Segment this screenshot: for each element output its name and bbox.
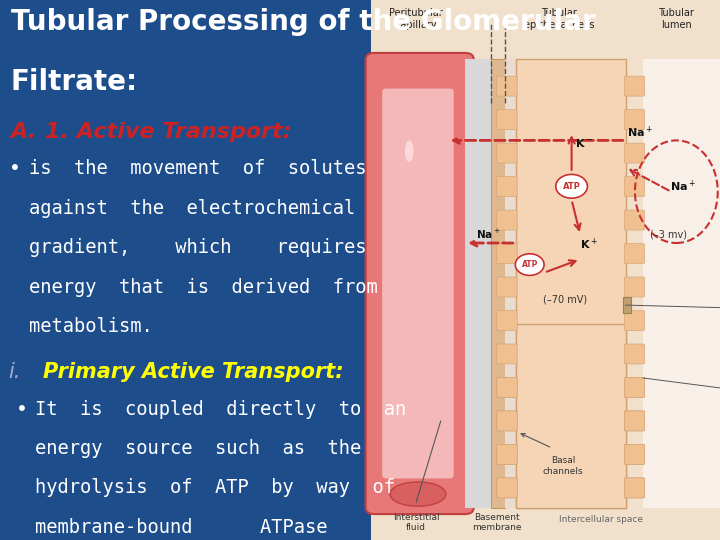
Text: Peritubular
capillary: Peritubular capillary (390, 8, 443, 30)
Text: gradient,    which    requires: gradient, which requires (29, 238, 366, 257)
Text: Interstitial
fluid: Interstitial fluid (393, 513, 439, 532)
Text: •: • (16, 400, 27, 419)
FancyBboxPatch shape (497, 244, 517, 264)
FancyBboxPatch shape (624, 444, 644, 464)
Text: Na$^+$: Na$^+$ (475, 228, 500, 241)
FancyBboxPatch shape (382, 89, 454, 478)
FancyBboxPatch shape (497, 277, 517, 297)
FancyBboxPatch shape (624, 177, 644, 197)
FancyBboxPatch shape (465, 59, 491, 508)
FancyBboxPatch shape (624, 411, 644, 431)
Text: Basal
channels: Basal channels (543, 456, 583, 476)
FancyBboxPatch shape (491, 59, 505, 508)
Ellipse shape (405, 140, 413, 162)
Text: Na$^+$: Na$^+$ (670, 179, 696, 194)
FancyBboxPatch shape (624, 411, 644, 431)
Text: (–3 mv): (–3 mv) (650, 230, 687, 240)
FancyBboxPatch shape (497, 310, 517, 330)
FancyBboxPatch shape (624, 110, 644, 130)
Text: •: • (9, 159, 20, 178)
FancyBboxPatch shape (624, 244, 644, 264)
Text: 1. Active Transport:: 1. Active Transport: (45, 122, 292, 141)
FancyBboxPatch shape (516, 59, 626, 508)
FancyBboxPatch shape (497, 143, 517, 163)
Text: Basement
membrane: Basement membrane (472, 513, 521, 532)
FancyBboxPatch shape (497, 478, 517, 498)
FancyBboxPatch shape (624, 76, 644, 96)
Text: against  the  electrochemical: against the electrochemical (29, 199, 355, 218)
FancyBboxPatch shape (497, 210, 517, 230)
Ellipse shape (390, 482, 446, 507)
FancyBboxPatch shape (624, 444, 644, 464)
Text: Tubular Processing of the Glomerular: Tubular Processing of the Glomerular (11, 8, 595, 36)
FancyBboxPatch shape (497, 444, 517, 464)
Text: energy  source  such  as  the: energy source such as the (35, 439, 361, 458)
Text: Filtrate:: Filtrate: (11, 68, 138, 96)
FancyBboxPatch shape (624, 344, 644, 364)
FancyBboxPatch shape (497, 377, 517, 397)
FancyBboxPatch shape (623, 297, 631, 313)
FancyBboxPatch shape (497, 377, 517, 397)
Text: ATP: ATP (521, 260, 538, 269)
FancyBboxPatch shape (497, 177, 517, 197)
Text: Na$^+$: Na$^+$ (627, 125, 654, 140)
FancyBboxPatch shape (624, 377, 644, 397)
FancyBboxPatch shape (624, 377, 644, 397)
Text: hydrolysis  of  ATP  by  way  of: hydrolysis of ATP by way of (35, 478, 395, 497)
Text: Tubular
lumen: Tubular lumen (658, 8, 694, 30)
Circle shape (516, 254, 544, 275)
Text: is  the  movement  of  solutes: is the movement of solutes (29, 159, 366, 178)
Text: i.: i. (9, 362, 21, 382)
FancyBboxPatch shape (497, 344, 517, 364)
Text: Intercellular space: Intercellular space (559, 515, 643, 524)
FancyBboxPatch shape (624, 478, 644, 498)
FancyBboxPatch shape (497, 110, 517, 130)
FancyBboxPatch shape (624, 478, 644, 498)
Circle shape (556, 174, 588, 198)
FancyBboxPatch shape (624, 277, 644, 297)
FancyBboxPatch shape (643, 59, 720, 508)
Text: membrane-bound      ATPase: membrane-bound ATPase (35, 518, 327, 537)
FancyBboxPatch shape (505, 59, 516, 508)
FancyBboxPatch shape (497, 411, 517, 431)
Text: Tubular
epithelial cells: Tubular epithelial cells (524, 8, 595, 30)
Text: It  is  coupled  directly  to  an: It is coupled directly to an (35, 400, 406, 419)
FancyBboxPatch shape (624, 143, 644, 163)
FancyBboxPatch shape (497, 76, 517, 96)
Text: metabolism.: metabolism. (29, 317, 153, 336)
Text: (–70 mV): (–70 mV) (543, 294, 587, 305)
FancyBboxPatch shape (366, 53, 474, 514)
Text: Primary Active Transport:: Primary Active Transport: (43, 362, 344, 382)
FancyBboxPatch shape (497, 444, 517, 464)
FancyBboxPatch shape (624, 310, 644, 330)
Text: energy  that  is  derived  from: energy that is derived from (29, 278, 377, 296)
Text: K$^-$: K$^-$ (575, 137, 593, 149)
Text: A.: A. (11, 122, 45, 141)
Text: ATP: ATP (562, 182, 580, 191)
FancyBboxPatch shape (624, 210, 644, 230)
FancyBboxPatch shape (497, 411, 517, 431)
FancyBboxPatch shape (497, 478, 517, 498)
FancyBboxPatch shape (371, 0, 720, 540)
Text: K$^+$: K$^+$ (580, 237, 598, 252)
FancyBboxPatch shape (516, 324, 626, 508)
